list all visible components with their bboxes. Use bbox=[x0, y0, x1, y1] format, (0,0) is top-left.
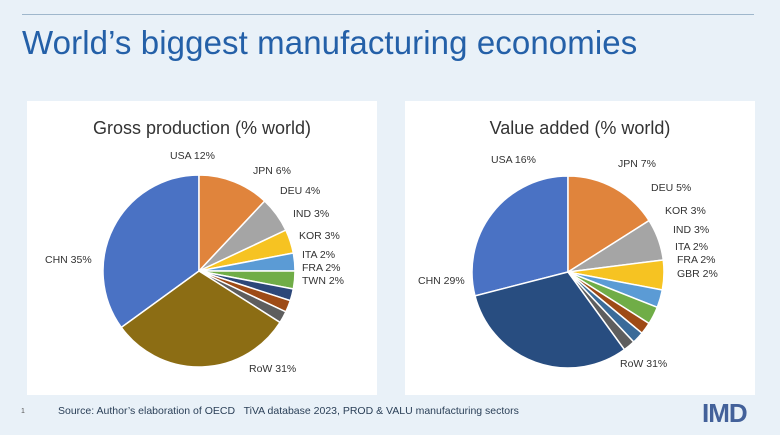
slice-label-ind: IND 3% bbox=[673, 224, 709, 236]
slide-number: 1 bbox=[21, 408, 25, 415]
pie-slice-chn bbox=[102, 174, 200, 329]
slice-label-kor: KOR 3% bbox=[299, 230, 340, 242]
pie-slice-row bbox=[120, 270, 282, 368]
slice-label-chn: CHN 35% bbox=[45, 254, 92, 266]
pie-slice-row bbox=[474, 271, 626, 369]
slice-label-jpn: JPN 7% bbox=[618, 158, 656, 170]
slice-label-deu: DEU 5% bbox=[651, 182, 691, 194]
value-added-chart-title: Value added (% world) bbox=[489, 118, 671, 138]
slice-label-usa: USA 16% bbox=[491, 154, 536, 166]
slice-label-deu: DEU 4% bbox=[280, 185, 320, 197]
value-added-pie: CHN 29% USA 16% JPN 7% DEU 5% KOR 3% IND 3% IT… bbox=[418, 154, 718, 370]
gross-production-pie: CHN 35% USA 12% JPN 6% DEU 4% IND 3% KOR 3% IT… bbox=[45, 150, 344, 375]
slice-label-ita: ITA 2% bbox=[675, 241, 708, 253]
value-added-panel: Value added (% world) CHN 29% USA 16% JPN … bbox=[405, 101, 755, 395]
slice-label-row: RoW 31% bbox=[249, 363, 296, 375]
gross-production-panel: Gross production (% world) CHN 35% USA 12… bbox=[27, 101, 377, 395]
slice-label-kor: KOR 3% bbox=[665, 205, 706, 217]
slice-label-fra: FRA 2% bbox=[302, 262, 341, 274]
slice-label-fra: FRA 2% bbox=[677, 254, 716, 266]
slice-label-ind: IND 3% bbox=[293, 208, 329, 220]
pie-slice-usa bbox=[198, 174, 266, 273]
source-note: Source: Author’s elaboration of OECD TiV… bbox=[58, 405, 519, 417]
slice-label-usa: USA 12% bbox=[170, 150, 215, 162]
slice-label-twn: TWN 2% bbox=[302, 275, 344, 287]
gross-production-chart-title: Gross production (% world) bbox=[92, 118, 312, 138]
slice-label-row: RoW 31% bbox=[620, 358, 667, 370]
top-rule bbox=[22, 14, 754, 15]
pie-slice-usa bbox=[567, 175, 651, 274]
slice-label-jpn: JPN 6% bbox=[253, 165, 291, 177]
slice-label-ita: ITA 2% bbox=[302, 249, 335, 261]
page-title: World’s biggest manufacturing economies bbox=[22, 24, 638, 61]
slice-label-gbr: GBR 2% bbox=[677, 268, 718, 280]
pie-slice-chn bbox=[471, 175, 569, 297]
slice-label-chn: CHN 29% bbox=[418, 275, 465, 287]
imd-logo: IMD bbox=[702, 398, 748, 428]
